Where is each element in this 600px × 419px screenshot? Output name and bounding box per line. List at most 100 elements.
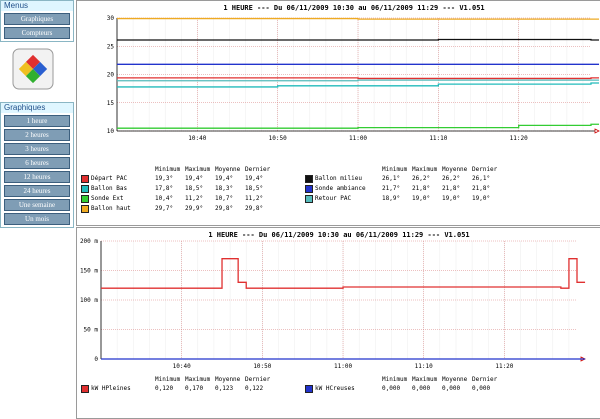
legend-column-header: Dernier bbox=[472, 166, 498, 173]
legend-value: 21,7° bbox=[382, 185, 401, 192]
power-chart-panel: 1 HEURE --- Du 06/11/2009 10:30 au 06/11… bbox=[76, 227, 600, 419]
legend-column-header: Dernier bbox=[245, 376, 271, 383]
legend-value: 19,0° bbox=[412, 195, 431, 202]
legend-column-header: Dernier bbox=[472, 376, 498, 383]
legend-value: 21,8° bbox=[412, 185, 431, 192]
y-tick-label: 30 bbox=[107, 15, 115, 22]
legend-value: 11,2° bbox=[185, 195, 204, 202]
legend-column-header: Minimum bbox=[155, 166, 181, 173]
temperature-chart-panel: 1 HEURE --- Du 06/11/2009 10:30 au 06/11… bbox=[76, 0, 600, 226]
legend-column-header: Maximum bbox=[185, 376, 211, 383]
chart-title: 1 HEURE --- Du 06/11/2009 10:30 au 06/11… bbox=[223, 4, 484, 12]
legend-value: 26,1° bbox=[472, 175, 491, 182]
legend-value: 18,5° bbox=[245, 185, 264, 192]
legend-value: 21,8° bbox=[442, 185, 461, 192]
sidebar: Menus Graphiques Compteurs Graphiques 1 … bbox=[0, 0, 74, 419]
x-tick-label: 11:10 bbox=[429, 135, 447, 142]
x-tick-label: 10:50 bbox=[253, 363, 271, 370]
legend-value: 19,0° bbox=[472, 195, 491, 202]
legend-swatch bbox=[81, 205, 89, 213]
x-axis-arrow-icon bbox=[594, 128, 600, 134]
legend-swatch bbox=[81, 185, 89, 193]
y-tick-label: 50 m bbox=[84, 327, 99, 334]
legend-value: 29,8° bbox=[215, 205, 234, 212]
period-24-heures-button[interactable]: 24 heures bbox=[4, 185, 70, 197]
series-line bbox=[117, 17, 600, 20]
x-tick-label: 11:20 bbox=[510, 135, 528, 142]
x-tick-label: 11:00 bbox=[334, 363, 352, 370]
x-tick-label: 11:00 bbox=[349, 135, 367, 142]
legend-value: 0,123 bbox=[215, 385, 234, 392]
compteurs-menu-button[interactable]: Compteurs bbox=[4, 27, 70, 39]
legend-value: 0,120 bbox=[155, 385, 174, 392]
legend-series-name: Ballon haut bbox=[91, 205, 131, 212]
legend-series-name: Retour PAC bbox=[315, 195, 352, 202]
legend-swatch bbox=[81, 385, 89, 393]
legend-series-name: Ballon milieu bbox=[315, 175, 362, 182]
graphiques-title: Graphiques bbox=[1, 103, 73, 113]
legend-column-header: Maximum bbox=[412, 376, 438, 383]
legend-column-header: Minimum bbox=[382, 376, 408, 383]
legend-column-header: Moyenne bbox=[442, 166, 468, 173]
legend-column-header: Dernier bbox=[245, 166, 271, 173]
legend-value: 19,3° bbox=[155, 175, 174, 182]
legend-column-header: Maximum bbox=[412, 166, 438, 173]
x-tick-label: 11:20 bbox=[495, 363, 513, 370]
legend-value: 21,8° bbox=[472, 185, 491, 192]
menus-box: Menus Graphiques Compteurs bbox=[0, 0, 74, 42]
legend-value: 0,000 bbox=[382, 385, 401, 392]
legend-series-name: Départ PAC bbox=[91, 175, 128, 182]
legend-series-name: kW HPleines bbox=[91, 385, 131, 392]
legend-value: 19,4° bbox=[245, 175, 264, 182]
legend-column-header: Minimum bbox=[382, 166, 408, 173]
period-3-heures-button[interactable]: 3 heures bbox=[4, 143, 70, 155]
legend-value: 0,122 bbox=[245, 385, 264, 392]
legend-series-name: kW HCreuses bbox=[315, 385, 355, 392]
legend-value: 10,7° bbox=[215, 195, 234, 202]
graphiques-menu-button[interactable]: Graphiques bbox=[4, 13, 70, 25]
period-6-heures-button[interactable]: 6 heures bbox=[4, 157, 70, 169]
period-un-mois-button[interactable]: Un mois bbox=[4, 213, 70, 225]
legend-value: 26,2° bbox=[442, 175, 461, 182]
legend-value: 26,1° bbox=[382, 175, 401, 182]
legend-swatch bbox=[305, 185, 313, 193]
legend-swatch bbox=[81, 195, 89, 203]
y-tick-label: 0 bbox=[94, 356, 98, 363]
y-tick-label: 100 m bbox=[80, 297, 98, 304]
legend-value: 29,7° bbox=[155, 205, 174, 212]
legend-value: 17,8° bbox=[155, 185, 174, 192]
legend-value: 18,5° bbox=[185, 185, 204, 192]
legend-value: 18,9° bbox=[382, 195, 401, 202]
period-une-semaine-button[interactable]: Une semaine bbox=[4, 199, 70, 211]
y-tick-label: 150 m bbox=[80, 268, 98, 275]
y-tick-label: 25 bbox=[107, 43, 115, 50]
series-line bbox=[117, 79, 600, 82]
menus-title: Menus bbox=[1, 1, 73, 11]
series-line bbox=[117, 38, 600, 41]
period-1-heure-button[interactable]: 1 heure bbox=[4, 115, 70, 127]
legend-series-name: Sonde Ext bbox=[91, 195, 124, 202]
legend-value: 0,000 bbox=[412, 385, 431, 392]
legend-value: 11,2° bbox=[245, 195, 264, 202]
chart-title: 1 HEURE --- Du 06/11/2009 10:30 au 06/11… bbox=[208, 231, 469, 239]
legend-series-name: Ballon Bas bbox=[91, 185, 128, 192]
legend-column-header: Moyenne bbox=[215, 166, 241, 173]
legend-series-name: Sonde ambiance bbox=[315, 185, 366, 192]
legend-value: 26,2° bbox=[412, 175, 431, 182]
legend-value: 19,4° bbox=[185, 175, 204, 182]
legend-column-header: Maximum bbox=[185, 166, 211, 173]
period-2-heures-button[interactable]: 2 heures bbox=[4, 129, 70, 141]
legend-value: 18,3° bbox=[215, 185, 234, 192]
app-logo-icon bbox=[12, 48, 54, 90]
period-12-heures-button[interactable]: 12 heures bbox=[4, 171, 70, 183]
graphiques-box: Graphiques 1 heure 2 heures 3 heures 6 h… bbox=[0, 102, 74, 228]
legend-column-header: Moyenne bbox=[215, 376, 241, 383]
legend-swatch bbox=[81, 175, 89, 183]
series-line bbox=[117, 77, 600, 80]
x-tick-label: 10:50 bbox=[269, 135, 287, 142]
legend-value: 19,4° bbox=[215, 175, 234, 182]
x-tick-label: 10:40 bbox=[188, 135, 206, 142]
x-tick-label: 11:10 bbox=[415, 363, 433, 370]
y-tick-label: 10 bbox=[107, 128, 115, 135]
legend-swatch bbox=[305, 385, 313, 393]
